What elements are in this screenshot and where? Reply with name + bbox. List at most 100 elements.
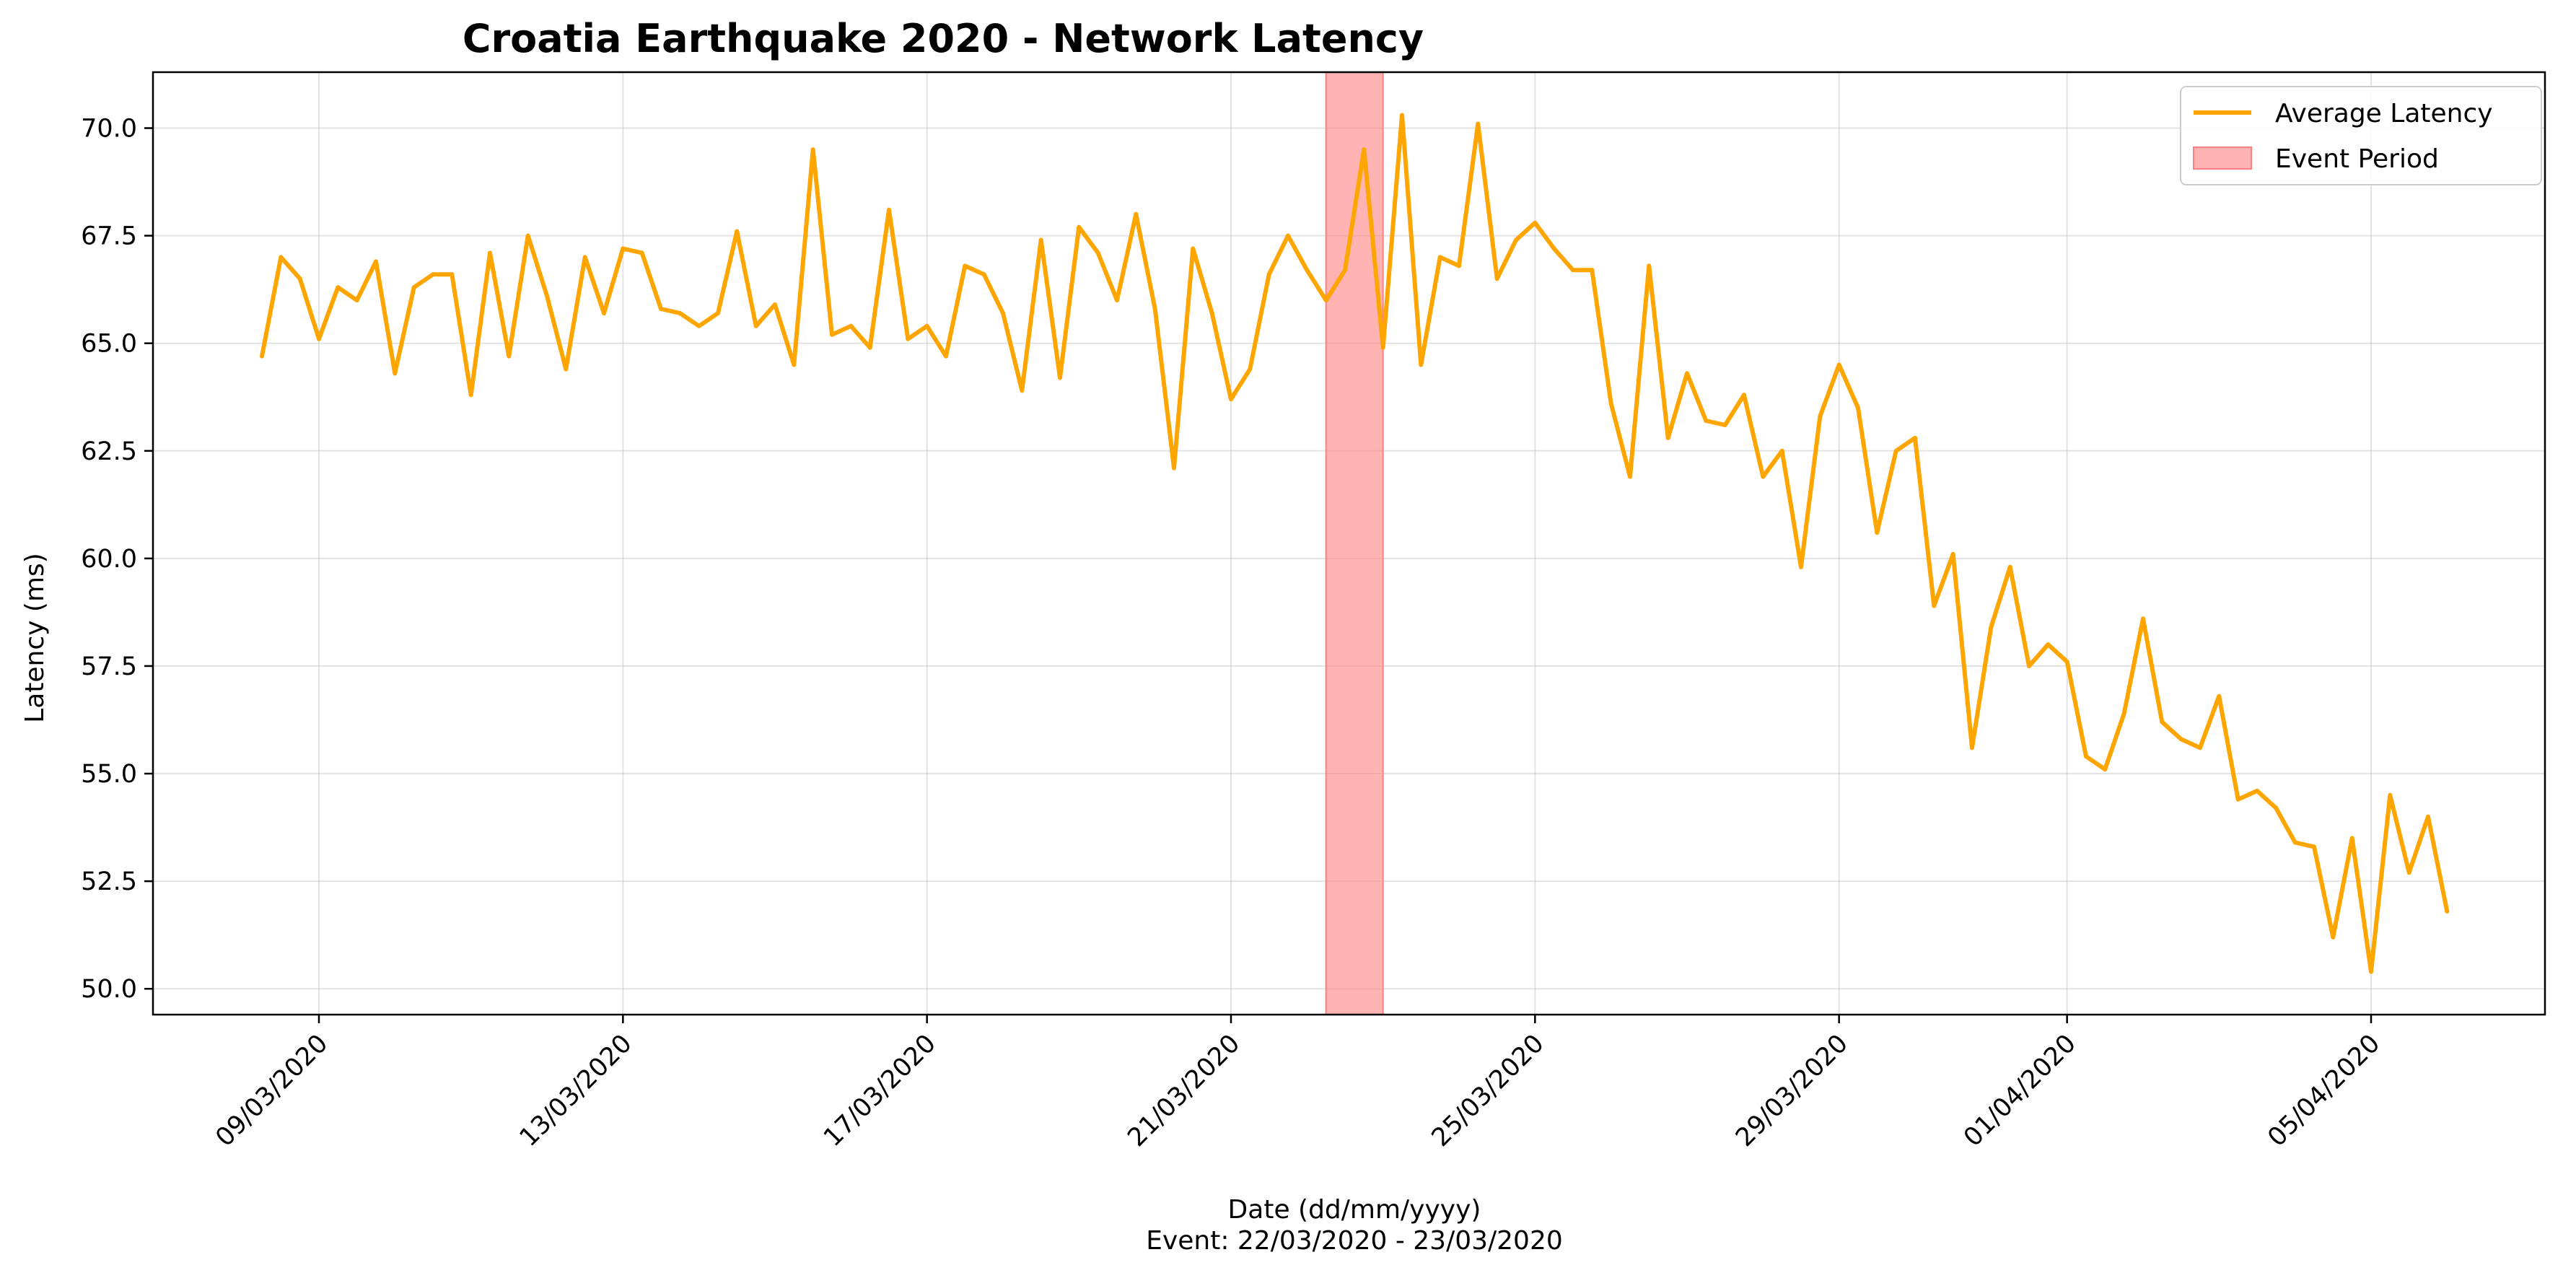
data-point [317, 336, 321, 341]
data-point [1001, 311, 1005, 315]
data-point [639, 250, 644, 255]
data-point [2141, 616, 2145, 621]
data-point [1266, 272, 1271, 277]
data-point [716, 311, 720, 315]
data-point [2027, 664, 2031, 668]
data-point [2388, 792, 2393, 797]
legend: Average Latency Event Period [2180, 86, 2542, 185]
legend-box [2180, 86, 2542, 185]
data-point [1533, 220, 1538, 225]
data-point [2445, 909, 2450, 914]
data-point [981, 272, 986, 277]
data-point [1856, 406, 1860, 411]
data-point [1950, 551, 1955, 556]
data-point [1152, 307, 1157, 311]
data-point [1571, 268, 1575, 273]
y-axis: 50.0 52.5 55.0 57.5 60.0 62.5 65.0 67.5 70.0 [81, 115, 153, 1004]
data-point [1305, 268, 1310, 273]
data-point [1229, 397, 1233, 402]
data-point [1989, 625, 1994, 630]
data-point [1343, 268, 1347, 273]
data-point [1457, 263, 1461, 268]
y-tick-label: 57.5 [81, 652, 137, 681]
data-point [1248, 367, 1253, 372]
data-point [1476, 121, 1481, 126]
data-point [1551, 246, 1556, 251]
data-point [1970, 745, 1974, 750]
data-point [1836, 362, 1841, 367]
data-point [260, 354, 264, 359]
data-point [1818, 414, 1823, 419]
data-point [659, 307, 663, 311]
legend-label-event-period: Event Period [2275, 144, 2439, 174]
data-point [336, 285, 341, 290]
data-point [1020, 388, 1025, 393]
data-point [2198, 745, 2202, 750]
data-point [2292, 840, 2297, 845]
data-point [1419, 362, 1424, 367]
data-point [2312, 844, 2316, 849]
data-point [2160, 719, 2165, 725]
data-point [279, 255, 284, 260]
data-point [1286, 233, 1290, 238]
data-point [1704, 419, 1709, 423]
data-point [1761, 474, 1766, 479]
data-point [830, 332, 834, 337]
data-point [1875, 530, 1880, 535]
data-point [1323, 298, 1328, 303]
data-point [450, 272, 455, 277]
data-point [2121, 711, 2126, 716]
data-point [1191, 246, 1196, 251]
data-point [621, 246, 626, 251]
data-point [2274, 805, 2279, 810]
data-point [2178, 737, 2183, 742]
data-point [354, 298, 359, 303]
data-point [2235, 797, 2240, 802]
data-point [792, 362, 797, 367]
y-tick-label: 60.0 [81, 545, 137, 574]
data-point [1115, 298, 1119, 303]
data-point [849, 323, 854, 328]
data-point [374, 259, 378, 264]
data-point [1380, 345, 1385, 350]
data-point [867, 345, 872, 350]
data-point [678, 311, 683, 315]
data-point [1058, 375, 1062, 380]
data-point [2084, 754, 2088, 759]
data-point [1362, 147, 1367, 152]
data-point [525, 233, 530, 238]
series-line-average-latency [260, 113, 2450, 974]
data-point [2046, 642, 2051, 647]
data-point [735, 229, 740, 234]
data-point [944, 354, 948, 359]
data-point [1514, 237, 1518, 242]
data-point [1647, 263, 1652, 268]
data-point [2426, 814, 2430, 819]
data-point [1494, 276, 1499, 281]
y-tick-label: 52.5 [81, 867, 137, 896]
x-axis-label: Date (dd/mm/yyyy) [1228, 1195, 1481, 1225]
data-point [1685, 371, 1689, 376]
data-point [393, 371, 398, 376]
data-point [753, 323, 758, 328]
data-point [2369, 969, 2373, 974]
y-axis-label: Latency (ms) [20, 553, 50, 723]
data-point [602, 311, 606, 315]
data-point [1893, 448, 1898, 453]
data-point [1742, 393, 1746, 398]
data-point [1608, 401, 1613, 406]
data-point [1038, 237, 1043, 242]
data-point [1134, 211, 1139, 216]
plot-area-frame [152, 71, 2546, 1016]
data-point [1077, 224, 1082, 229]
data-point [2217, 693, 2222, 699]
data-point [1779, 448, 1784, 453]
data-point [1590, 268, 1595, 273]
data-point [1628, 474, 1632, 479]
y-tick-label: 50.0 [81, 975, 137, 1004]
data-point [1437, 255, 1442, 260]
data-point [431, 272, 435, 277]
data-point [1932, 603, 1937, 608]
data-point [1913, 435, 1917, 440]
